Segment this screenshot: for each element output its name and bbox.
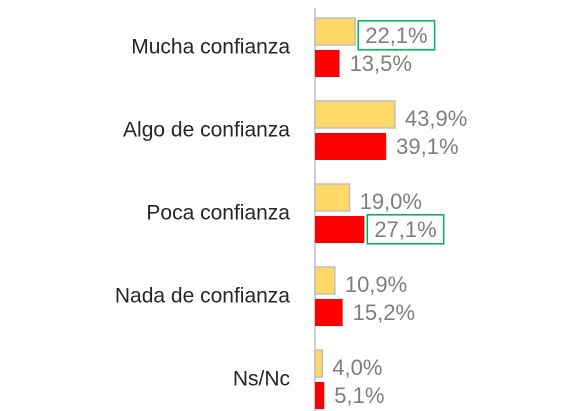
bar [314,183,351,212]
value-label: 39,1% [396,134,458,159]
highlight-box [366,214,445,245]
category-label: Algo de confianza [123,119,290,142]
category-label: Nada de confianza [115,285,290,308]
highlight-box [357,20,436,51]
value-label: 27,1% [374,217,436,242]
bar [315,133,387,160]
value-label: 22,1% [365,23,427,48]
category-label: Ns/Nc [233,368,290,391]
value-label: 43,9% [405,106,467,131]
category-label: Mucha confianza [131,36,290,59]
category-label: Poca confianza [146,202,290,225]
value-label: 13,5% [350,51,412,76]
bar [314,349,324,378]
bar [314,266,336,295]
bar [314,100,396,129]
bar [315,216,365,243]
value-label: 5,1% [334,383,384,408]
bar [315,382,325,409]
value-label: 15,2% [353,300,415,325]
bar [315,299,343,326]
bar [314,17,356,46]
value-label: 10,9% [345,272,407,297]
bar [315,50,340,77]
value-label: 4,0% [332,355,382,380]
value-label: 19,0% [360,189,422,214]
